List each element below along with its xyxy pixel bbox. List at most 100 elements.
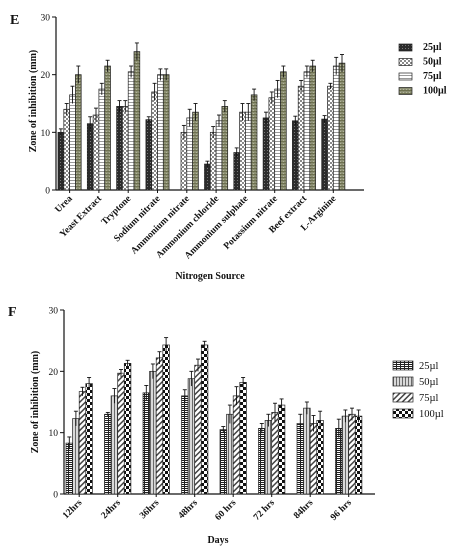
panel-f-bar (200, 344, 209, 495)
panel-f-bar (341, 415, 350, 495)
panel-f-bar (85, 383, 93, 495)
panel-f-bar (296, 423, 304, 495)
panel-f-bar (309, 423, 318, 495)
panel-e-legend-swatch (398, 58, 413, 66)
panel-e-bar (215, 120, 223, 191)
panel-f-x-tick-label: 12hrs (61, 498, 84, 521)
panel-e-bar (268, 97, 276, 191)
panel-e-legend-label: 75µl (423, 71, 442, 82)
panel-e-bar (321, 118, 328, 191)
panel-f-bar (219, 429, 227, 495)
panel-letter-f: F (8, 305, 17, 320)
panel-e-bar (180, 131, 188, 191)
panel-e-bar (239, 111, 246, 191)
panel-e-bar (303, 71, 311, 191)
panel-f-bar (104, 413, 112, 495)
panel-e-bar (122, 106, 129, 191)
panel-e-bar (192, 111, 199, 191)
panel-e-y-tick-label: 30 (41, 14, 51, 24)
panel-f-bar (232, 395, 241, 495)
panel-e-bar (57, 131, 65, 191)
panel-f-bar (335, 428, 343, 495)
panel-f-x-tick-label: 60 hrs (214, 498, 239, 523)
panel-f-bar (162, 344, 170, 495)
panel-f-bar (155, 357, 164, 495)
panel-f-legend-label: 75µl (419, 393, 439, 404)
panel-e-bar (262, 117, 270, 191)
panel-e-bar (245, 111, 252, 191)
panel-e-bar (292, 120, 299, 191)
panel-e-bar (92, 114, 100, 191)
panel-e-bar (327, 85, 334, 191)
panel-f-x-tick-label: 48hrs (177, 498, 200, 521)
panel-e-legend-swatch (398, 43, 413, 52)
panel-f-bar (226, 413, 234, 495)
panel-e-bar (116, 106, 123, 191)
panel-e-bar (86, 123, 94, 191)
panel-f-legend-label: 100µl (419, 409, 444, 420)
panel-e-legend-label: 50µl (423, 57, 442, 68)
panel-f-legend-label: 50µl (419, 377, 439, 388)
panel-f-bar (181, 395, 189, 495)
panel-e-legend-label: 100µl (423, 86, 447, 97)
panel-e-bar (250, 94, 258, 191)
panel-e-bar (104, 65, 111, 191)
panel-f-bar (354, 415, 363, 495)
panel-e-bar (69, 94, 76, 191)
panel-f-legend-label: 25µl (419, 361, 439, 372)
panel-f-y-tick-label: 20 (49, 368, 59, 378)
panel-e-bar (209, 131, 217, 191)
panel-e-legend-label: 25µl (423, 42, 442, 53)
panel-f-bar (239, 382, 247, 495)
panel-f-bar (316, 420, 324, 495)
panel-e-bar (297, 85, 305, 191)
panel-e-bar (127, 71, 135, 191)
panel-f-y-axis-title: Zone of inhibition (mm) (30, 351, 41, 454)
panel-e-bar (309, 65, 316, 191)
panel-e-legend-swatch (398, 72, 413, 81)
panel-f-legend: 25µl 50µl 75µl 100µl (392, 360, 444, 420)
panel-f-bar (142, 392, 150, 495)
panel-f-bar (348, 413, 356, 495)
panel-e-bar (63, 108, 70, 191)
panel-e-bar (186, 117, 193, 191)
panel-e-bar (145, 119, 153, 191)
panel-e-y-tick-label: 0 (45, 187, 50, 197)
panel-e-y-axis-title: Zone of inhibition (mm) (28, 50, 39, 153)
panel-e-legend: 25µl 50µl 75µl 100µl (398, 42, 447, 97)
panel-f-bar (277, 404, 286, 495)
panel-e-bar (280, 71, 287, 191)
panel-f-bar (271, 412, 279, 495)
panel-e-bar (133, 51, 141, 191)
panel-e-bar (75, 74, 82, 191)
panel-f-chart: F Zone of inhibition (mm) 0 10 20 30 12hrs 24… (8, 305, 444, 546)
panel-f-legend-swatch (392, 376, 414, 387)
panel-e-bar (162, 74, 170, 191)
panel-f-x-axis-title: Days (207, 535, 228, 546)
panel-e-x-tick-label: Urea (54, 194, 75, 215)
panel-e-bar (221, 106, 229, 191)
panel-f-bar (264, 420, 273, 495)
panel-f-bar (72, 418, 80, 495)
panel-e-bar (233, 152, 240, 191)
panel-f-y-tick-label: 0 (53, 491, 58, 501)
panel-f-bar (303, 407, 311, 495)
panel-f-bar (123, 363, 132, 495)
panel-e-bar (204, 163, 211, 191)
panel-f-bar (117, 372, 125, 495)
panel-f-bar (78, 391, 87, 495)
panel-e-bar (98, 88, 106, 191)
panel-f-x-tick-label: 96 hrs (329, 498, 354, 523)
panel-e-bar (274, 88, 281, 191)
panel-f-y-tick-label: 30 (49, 307, 59, 317)
panel-f-plot-area: 0 10 20 30 12hrs 24hrs 36hrs 48hrs 60 hrs 72 hrs 8… (49, 307, 375, 523)
panel-f-bar (187, 378, 196, 495)
panel-f-bar (110, 395, 119, 495)
panel-e-x-axis-title: Nitrogen Source (175, 271, 245, 282)
panel-e-legend-swatch (398, 87, 413, 95)
panel-e-y-tick-label: 10 (41, 129, 51, 139)
panel-f-bar (149, 370, 157, 495)
panel-e-bar (332, 65, 340, 191)
panel-f-bar (194, 364, 202, 495)
